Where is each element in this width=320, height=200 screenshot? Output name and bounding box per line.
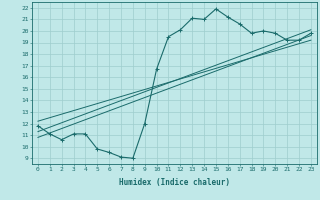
X-axis label: Humidex (Indice chaleur): Humidex (Indice chaleur): [119, 178, 230, 187]
